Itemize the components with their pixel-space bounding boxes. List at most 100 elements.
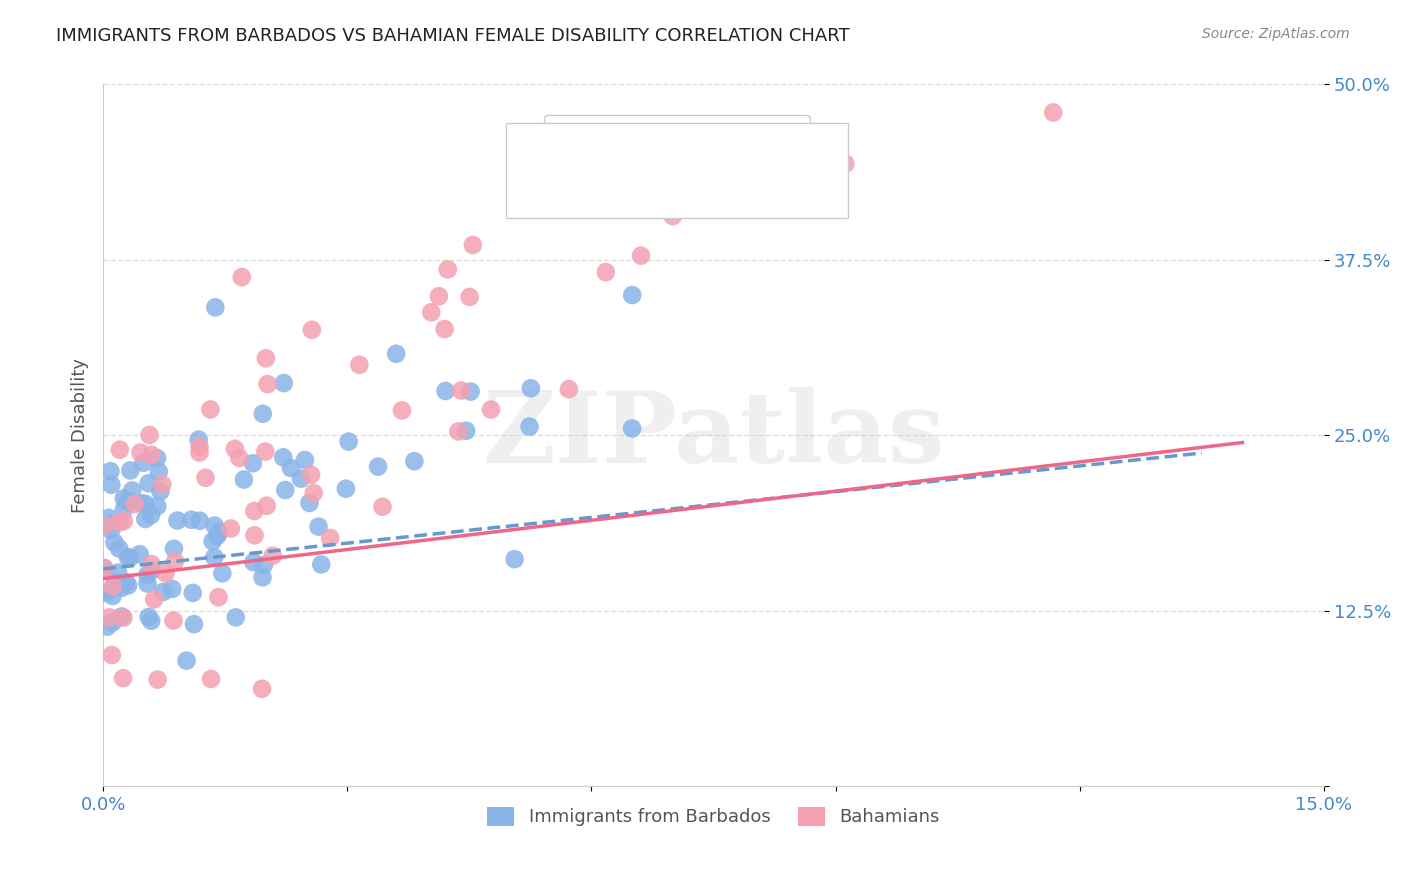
Point xyxy=(139,508,162,522)
Point xyxy=(181,586,204,600)
Point xyxy=(176,654,198,668)
Point xyxy=(112,491,135,506)
Point xyxy=(103,535,125,549)
Point xyxy=(118,550,141,565)
Point xyxy=(117,549,139,564)
Point xyxy=(595,265,617,279)
Point xyxy=(252,570,274,584)
Point xyxy=(404,454,426,468)
Point xyxy=(96,619,118,633)
Point xyxy=(98,610,121,624)
Point xyxy=(112,514,135,528)
Point xyxy=(520,381,543,395)
Point xyxy=(436,262,458,277)
Point xyxy=(271,450,294,465)
Point xyxy=(208,525,231,540)
Point xyxy=(143,592,166,607)
Point xyxy=(120,495,142,509)
Point xyxy=(112,671,135,685)
Point xyxy=(131,496,153,510)
Point xyxy=(93,518,115,533)
Point xyxy=(101,579,124,593)
Point xyxy=(274,483,297,497)
Point xyxy=(256,499,278,513)
Point xyxy=(299,467,322,482)
Point xyxy=(211,566,233,581)
Point xyxy=(254,444,277,458)
Point xyxy=(242,555,264,569)
Point xyxy=(519,419,541,434)
Point xyxy=(101,648,124,662)
Point xyxy=(262,549,284,563)
Point xyxy=(132,456,155,470)
Point xyxy=(117,494,139,508)
Point xyxy=(136,567,159,582)
Point xyxy=(194,471,217,485)
Point xyxy=(280,461,302,475)
Point xyxy=(319,531,342,545)
Point xyxy=(200,672,222,686)
Point xyxy=(138,428,160,442)
Point xyxy=(188,514,211,528)
Point xyxy=(187,433,209,447)
Point xyxy=(335,482,357,496)
Point xyxy=(834,157,856,171)
Point xyxy=(128,547,150,561)
Text: IMMIGRANTS FROM BARBADOS VS BAHAMIAN FEMALE DISABILITY CORRELATION CHART: IMMIGRANTS FROM BARBADOS VS BAHAMIAN FEM… xyxy=(56,27,849,45)
Point xyxy=(256,377,278,392)
Point xyxy=(107,566,129,580)
Point xyxy=(115,575,138,590)
Point xyxy=(166,514,188,528)
Point xyxy=(294,453,316,467)
Point xyxy=(202,550,225,565)
Point xyxy=(630,187,652,202)
Point xyxy=(112,610,135,624)
Point xyxy=(100,464,122,478)
Point xyxy=(180,513,202,527)
Point xyxy=(100,478,122,492)
Point xyxy=(450,384,472,398)
Legend: Immigrants from Barbados, Bahamians: Immigrants from Barbados, Bahamians xyxy=(481,800,946,834)
Point xyxy=(558,382,581,396)
Point xyxy=(385,347,408,361)
Point xyxy=(349,358,371,372)
Point xyxy=(155,566,177,581)
Point xyxy=(138,476,160,491)
Point xyxy=(231,270,253,285)
Point xyxy=(101,615,124,630)
Point xyxy=(108,442,131,457)
Point xyxy=(367,459,389,474)
Point xyxy=(110,581,132,595)
Point xyxy=(447,425,470,439)
Point xyxy=(207,590,229,604)
Point xyxy=(621,288,644,302)
Point xyxy=(420,305,443,319)
Point xyxy=(93,561,115,575)
Point xyxy=(290,472,312,486)
Point xyxy=(160,582,183,596)
Point xyxy=(621,161,644,176)
Point xyxy=(104,574,127,589)
Point xyxy=(273,376,295,391)
Point xyxy=(152,585,174,599)
Point xyxy=(101,589,124,603)
Point xyxy=(371,500,394,514)
Point xyxy=(479,402,502,417)
Point xyxy=(141,563,163,577)
Point xyxy=(253,558,276,573)
Text: ZIPatlas: ZIPatlas xyxy=(482,387,945,484)
Point xyxy=(427,289,450,303)
Point xyxy=(141,557,163,571)
Point xyxy=(141,614,163,628)
Point xyxy=(200,402,222,417)
Point xyxy=(117,578,139,592)
Point xyxy=(224,442,246,456)
Point xyxy=(188,440,211,454)
Point xyxy=(458,290,481,304)
Point xyxy=(94,586,117,600)
Point xyxy=(242,456,264,470)
Point xyxy=(254,351,277,366)
Point xyxy=(621,421,644,435)
Point xyxy=(630,249,652,263)
Point xyxy=(148,465,170,479)
